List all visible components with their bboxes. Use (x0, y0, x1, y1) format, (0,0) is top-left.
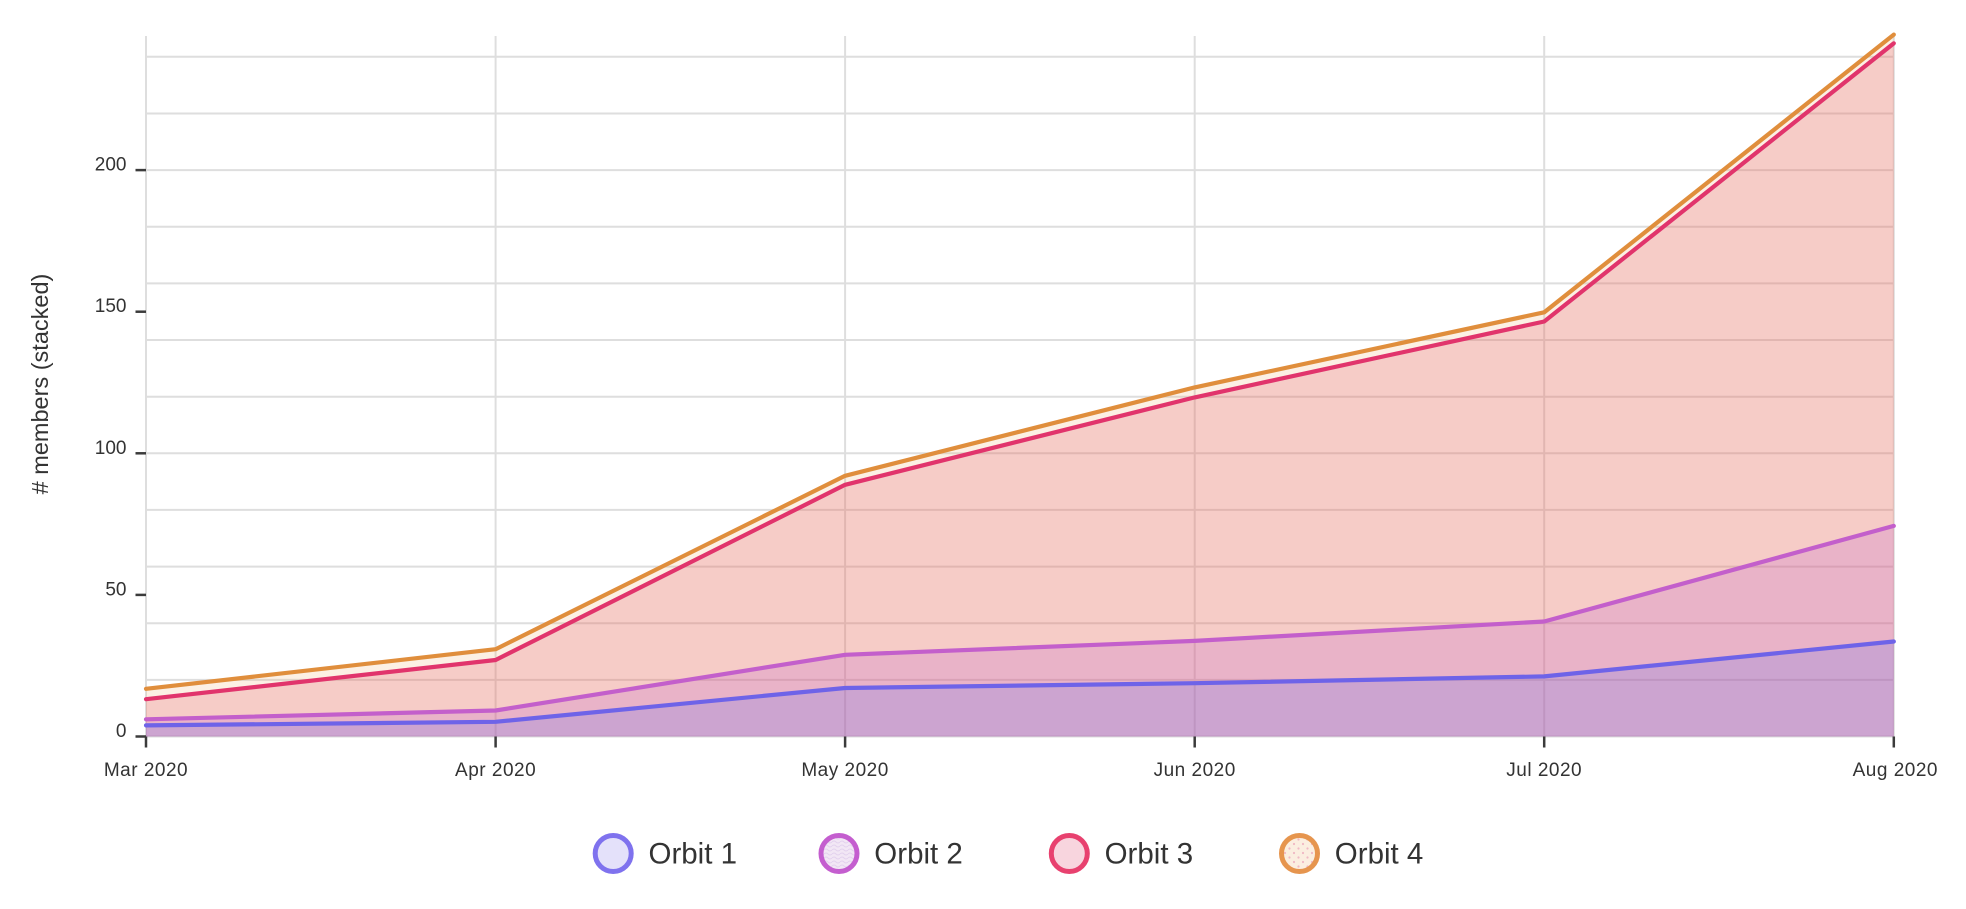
svg-text:Orbit 3: Orbit 3 (1105, 838, 1194, 871)
svg-text:Orbit 2: Orbit 2 (874, 838, 963, 871)
svg-text:100: 100 (95, 438, 127, 459)
svg-text:Aug 2020: Aug 2020 (1853, 760, 1938, 781)
svg-text:# members (stacked): # members (stacked) (27, 274, 53, 495)
svg-text:50: 50 (105, 579, 126, 600)
svg-text:Mar 2020: Mar 2020 (104, 760, 188, 781)
svg-text:May 2020: May 2020 (801, 760, 888, 781)
svg-text:Jul 2020: Jul 2020 (1506, 760, 1582, 781)
svg-text:150: 150 (95, 296, 127, 317)
svg-text:Orbit 1: Orbit 1 (649, 838, 738, 871)
svg-text:Orbit 4: Orbit 4 (1335, 838, 1424, 871)
svg-text:Jun 2020: Jun 2020 (1154, 760, 1236, 781)
svg-text:Apr 2020: Apr 2020 (455, 760, 536, 781)
svg-text:200: 200 (95, 155, 127, 176)
svg-text:0: 0 (116, 721, 127, 742)
